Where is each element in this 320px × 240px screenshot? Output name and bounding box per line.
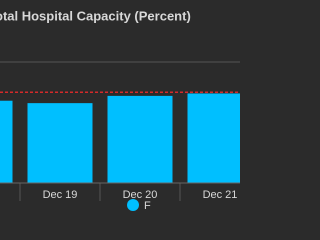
- x-tick-label: Dec 19: [43, 189, 78, 201]
- bar: [27, 103, 93, 183]
- bar: [107, 95, 173, 183]
- bar: [187, 93, 240, 183]
- legend-marker: [127, 199, 139, 211]
- x-tick-label: Dec 21: [203, 189, 238, 201]
- x-tick-label: Dec 20: [123, 189, 158, 201]
- chart-title: otal Hospital Capacity (Percent): [0, 8, 191, 23]
- bar: [0, 100, 13, 183]
- legend-label: F: [144, 200, 151, 212]
- chart: otal Hospital Capacity (Percent) Dec 19 D…: [0, 8, 240, 212]
